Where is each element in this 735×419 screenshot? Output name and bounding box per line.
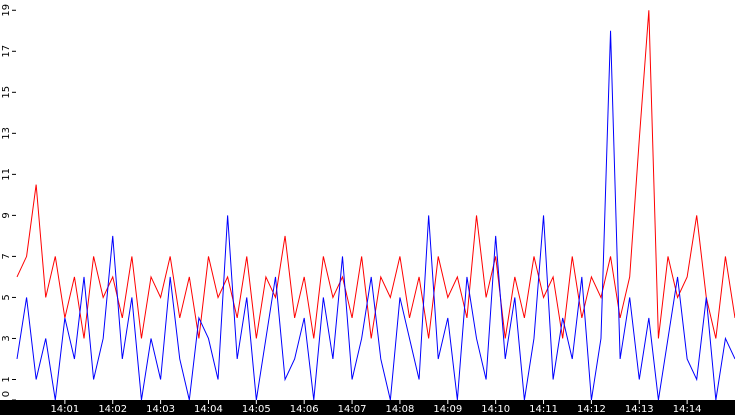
y-tick-label: 13 [1,127,12,140]
series-line [16,30,735,401]
series-line [16,10,735,339]
x-tick-label: 14:14 [673,404,702,415]
x-tick-label: 14:09 [433,404,462,415]
x-tick-label: 14:06 [290,404,319,415]
x-tick-label: 14:08 [386,404,415,415]
y-tick-label: 17 [1,45,12,58]
x-tick-label: 14:05 [242,404,271,415]
x-tick-label: 14:04 [194,404,223,415]
y-tick-label: 11 [1,168,12,181]
y-tick-label: 5 [1,294,12,300]
x-tick-label: 14:12 [577,404,606,415]
x-tick-label: 14:02 [98,404,127,415]
x-axis-band [0,400,735,415]
y-tick-label: 3 [1,335,12,341]
y-tick-label: 0 [1,391,12,397]
y-tick-label: 19 [1,4,12,17]
y-tick-label: 15 [1,86,12,99]
x-tick-label: 14:01 [50,404,79,415]
x-tick-label: 14:07 [338,404,367,415]
y-tick-label: 1 [1,376,12,382]
x-tick-label: 14:13 [625,404,654,415]
x-tick-label: 14:03 [146,404,175,415]
x-tick-label: 14:10 [481,404,510,415]
y-tick-label: 9 [1,212,12,218]
y-tick-label: 7 [1,253,12,259]
x-tick-label: 14:11 [529,404,558,415]
